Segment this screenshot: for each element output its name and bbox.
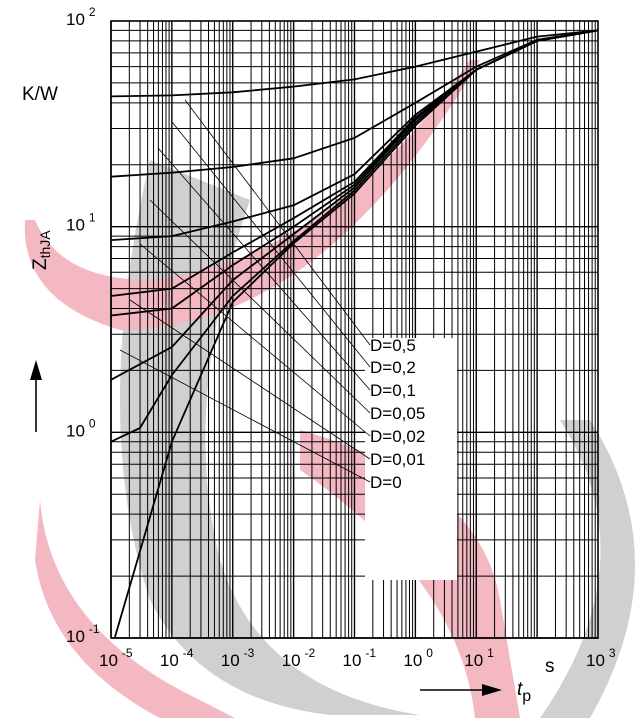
y-unit: K/W [22, 84, 58, 105]
watermark-red-swoosh [35, 500, 235, 718]
watermark-gray-arc-bottom [540, 420, 635, 718]
legend-box [365, 338, 457, 580]
x-tick-label-4: 10 -1 [343, 646, 377, 670]
y-axis-label-sub: thJA [37, 230, 53, 259]
x-tick-label-7: 10 3 [586, 646, 616, 670]
grid [110, 20, 599, 639]
x-tick-label-6: 10 1 [464, 646, 494, 670]
series-label-2: D=0,1 [370, 381, 416, 400]
legend-leaders [119, 99, 371, 483]
leader-line-4 [139, 243, 371, 437]
series-label-6: D=0 [370, 473, 402, 492]
series-label-4: D=0,02 [370, 427, 425, 446]
leader-line-1 [171, 121, 371, 368]
x-unit: s [545, 656, 555, 677]
x-axis-arrow [420, 684, 502, 696]
y-axis-label-main: Z [30, 258, 51, 270]
leader-line-0 [184, 99, 371, 346]
watermark-red-arc [24, 60, 481, 330]
svg-text:tp: tp [517, 679, 531, 705]
series-label-0: D=0,5 [370, 336, 416, 355]
y-axis-arrow [30, 360, 42, 432]
y-tick-label-3: 10 2 [66, 5, 96, 29]
x-tick-label-3: 10 -2 [282, 646, 316, 670]
x-tick-label-1: 10 -4 [160, 646, 194, 670]
y-tick-label-0: 10 -1 [66, 622, 100, 646]
x-tick-label-5: 10 0 [403, 646, 433, 670]
leader-line-2 [157, 147, 371, 391]
legend: D=0,5 D=0,2 D=0,1 D=0,05 D=0,02 D=0,01 D=0 [370, 336, 425, 492]
series-line-0 [110, 29, 599, 98]
y-tick-label-2: 10 1 [66, 211, 96, 235]
y-axis-label: ZthJA [30, 230, 53, 270]
curves [110, 29, 599, 639]
x-axis-label-main: t [517, 679, 523, 700]
x-tick-label-0: 10 -5 [99, 646, 133, 670]
svg-text:ZthJA: ZthJA [30, 230, 53, 270]
series-line-7 [113, 29, 599, 639]
y-tick-label-1: 10 0 [66, 416, 96, 440]
series-label-3: D=0,05 [370, 404, 425, 423]
x-axis-label-sub: p [522, 688, 531, 705]
leader-line-6 [119, 349, 371, 483]
series-line-1 [110, 29, 599, 178]
leader-line-5 [129, 299, 371, 460]
leader-line-3 [149, 199, 371, 414]
x-tick-label-2: 10 -3 [221, 646, 255, 670]
plot-frame [110, 20, 599, 639]
x-axis-label: tp [517, 679, 531, 705]
series-label-5: D=0,01 [370, 450, 425, 469]
series-label-1: D=0,2 [370, 358, 416, 377]
x-tick-labels: 10 -5 10 -4 10 -3 10 -2 10 -1 10 0 10 1 10 3 [99, 646, 616, 670]
